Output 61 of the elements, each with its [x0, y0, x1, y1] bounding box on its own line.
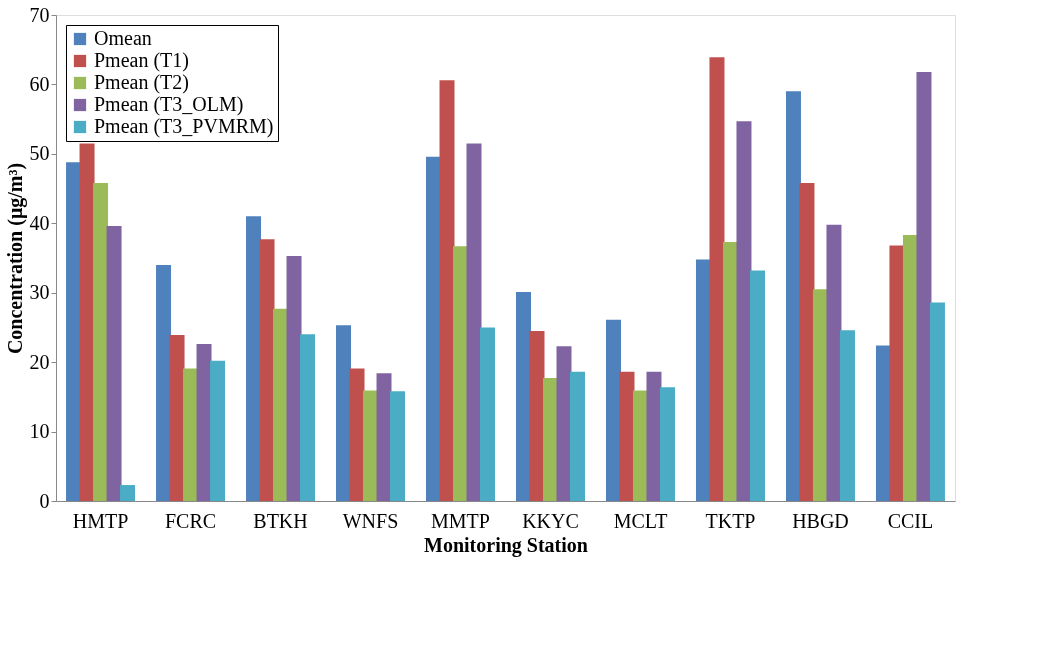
- bar: [453, 246, 469, 501]
- bar: [93, 183, 109, 501]
- x-tick-label: CCIL: [887, 509, 934, 532]
- bar: [826, 224, 842, 501]
- bar: [569, 371, 585, 501]
- x-tick-label: KKYC: [522, 509, 579, 532]
- bar: [799, 183, 815, 501]
- bar: [259, 239, 275, 501]
- x-axis-title: Monitoring Station: [424, 533, 588, 557]
- bar: [106, 226, 122, 501]
- bar: [916, 71, 932, 501]
- bar: [480, 327, 495, 501]
- y-tick-label: 10: [29, 420, 50, 443]
- x-tick-label: HMTP: [72, 509, 129, 532]
- bar: [273, 308, 289, 501]
- bar: [889, 245, 905, 501]
- x-tick-label: MCLT: [613, 509, 668, 532]
- bar: [439, 80, 455, 501]
- legend-label: Omean: [94, 27, 152, 49]
- bar: [605, 319, 621, 501]
- bar: [246, 216, 262, 501]
- bar: [659, 387, 675, 501]
- bar: [120, 485, 136, 501]
- x-tick-label: WNFS: [342, 509, 399, 532]
- x-tick-label: MMTP: [431, 509, 490, 532]
- bar: [929, 302, 945, 501]
- x-tick-label: FCRC: [164, 509, 217, 532]
- bar: [300, 334, 316, 501]
- bar: [426, 156, 442, 501]
- bar: [736, 121, 752, 501]
- legend-label: Pmean (T3_PVMRM): [94, 115, 274, 138]
- y-tick-label: 60: [29, 72, 50, 95]
- bar: [363, 390, 379, 501]
- bar: [210, 360, 226, 501]
- legend-label: Pmean (T2): [94, 71, 189, 94]
- bar: [156, 264, 172, 501]
- y-tick-label: 0: [39, 489, 50, 512]
- y-tick-label: 20: [29, 350, 50, 373]
- bar: [466, 143, 482, 501]
- bar: [619, 371, 635, 501]
- bar: [709, 57, 725, 501]
- x-tick-label: TKTP: [705, 509, 756, 532]
- bar: [749, 270, 765, 501]
- y-axis-title: Concentration (μg/m³): [3, 162, 27, 355]
- legend-label: Pmean (T3_OLM): [94, 93, 244, 116]
- y-tick-label: 70: [29, 3, 50, 26]
- bar: [183, 368, 199, 501]
- bar: [390, 391, 406, 501]
- bar: [286, 255, 302, 501]
- y-tick-label: 30: [29, 281, 50, 304]
- bar: [646, 371, 662, 501]
- bar: [66, 162, 82, 501]
- legend-label: Pmean (T1): [94, 49, 189, 72]
- y-tick-label: 40: [29, 211, 50, 234]
- bar: [529, 330, 545, 501]
- bar: [839, 330, 855, 501]
- x-tick-label: BTKH: [253, 509, 308, 532]
- x-tick-label: HBGD: [792, 509, 849, 532]
- bar: [556, 346, 572, 501]
- bar: [336, 325, 352, 501]
- y-tick-label: 50: [29, 142, 50, 165]
